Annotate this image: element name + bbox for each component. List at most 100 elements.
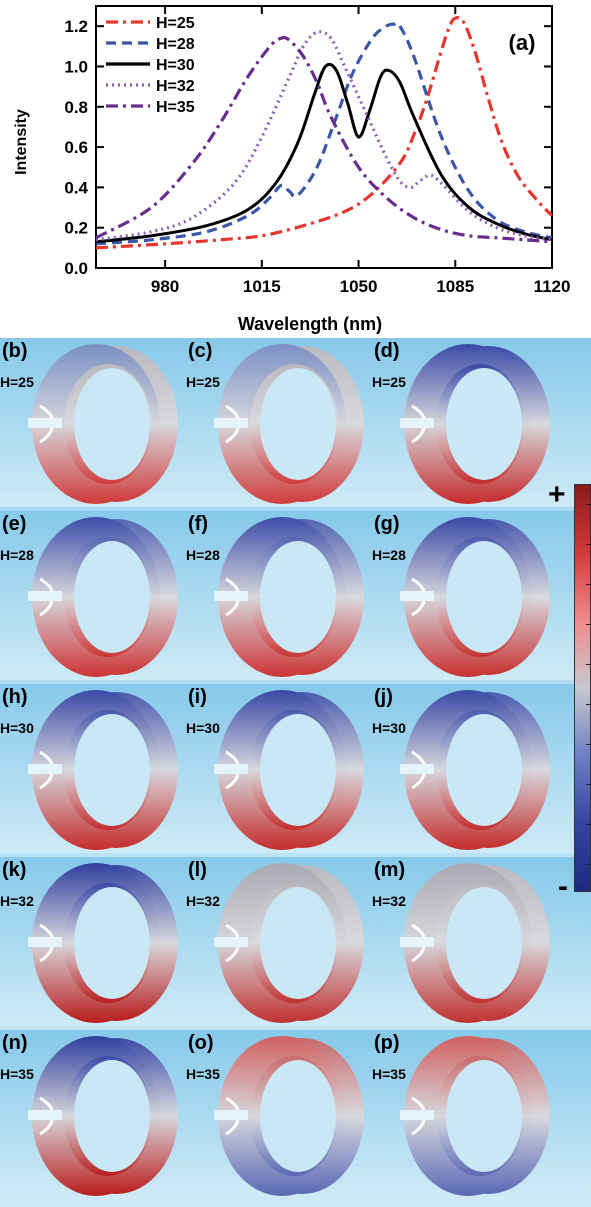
ring-hole (74, 368, 150, 480)
panel-h-label: H=28 (186, 547, 220, 563)
ring-hole (74, 714, 150, 826)
ring-gap (214, 418, 248, 428)
series-line-H30 (95, 62, 553, 244)
ring-gap (28, 937, 62, 947)
ring-gap (214, 1110, 248, 1120)
panel-letter: (i) (188, 686, 207, 708)
panel-h-label: H=25 (186, 374, 220, 390)
panel-letter: (c) (188, 340, 213, 362)
ring-field-image (400, 344, 550, 504)
gap-edge-highlight (411, 600, 426, 617)
ring-hole (446, 714, 522, 826)
gap-edge-highlight (39, 404, 54, 419)
panel-h-label: H=30 (372, 720, 406, 736)
panel-h-label: H=35 (186, 1066, 220, 1082)
panel-h-label: H=32 (186, 893, 220, 909)
y-tick-label: 0.6 (64, 138, 88, 157)
colorbar-tick (586, 544, 591, 545)
ring-hole (74, 1060, 150, 1172)
ring-hole (260, 368, 336, 480)
gap-edge-highlight (411, 750, 426, 765)
colorbar-tick (586, 744, 591, 745)
ring-gap (400, 1110, 434, 1120)
gap-edge-highlight (411, 404, 426, 419)
x-tick-label: 980 (151, 277, 179, 296)
y-tick-label: 1.2 (64, 17, 88, 36)
ring-field-image (400, 517, 550, 677)
gap-edge-highlight (411, 577, 426, 592)
field-map-panel: (k) H=32 (0, 857, 185, 1026)
ring-hole (260, 1060, 336, 1172)
colorbar-tick (586, 824, 591, 825)
gap-edge-highlight (39, 750, 54, 765)
gap-edge-highlight (39, 923, 54, 938)
field-map-panel: (d) H=25 (372, 338, 557, 507)
gap-edge-highlight (225, 600, 240, 617)
panel-letter: (h) (2, 686, 28, 708)
field-map-panel: (i) H=30 (186, 684, 371, 853)
ring-field-image (28, 517, 178, 677)
ring-gap (214, 937, 248, 947)
ring-field-image (28, 344, 178, 504)
gap-edge-highlight (225, 750, 240, 765)
panel-letter: (n) (2, 1032, 28, 1054)
field-map-panel: (j) H=30 (372, 684, 557, 853)
ring-hole (260, 541, 336, 653)
colorbar-minus-label: - (558, 870, 568, 903)
y-tick-label: 1.0 (64, 57, 88, 76)
colorbar-tick (586, 704, 591, 705)
panel-letter: (j) (374, 686, 393, 708)
x-tick-label: 1015 (243, 277, 281, 296)
intensity-spectrum-chart: 980 1015 1050 1085 1120 0.0 0.2 0.4 0.6 0.8 1.0 1.2… (13, 5, 570, 334)
gap-edge-highlight (225, 1096, 240, 1111)
panel-letter: (e) (2, 513, 27, 535)
gap-edge-highlight (225, 427, 240, 444)
field-map-row: (k) H=32 (l) H=32 (m) H=32 (0, 857, 591, 1026)
ring-gap (400, 764, 434, 774)
field-map-row: (e) H=28 (f) H=28 (g) H=28 (0, 511, 591, 680)
panel-h-label: H=35 (372, 1066, 406, 1082)
panel-h-label: H=35 (0, 1066, 34, 1082)
field-map-panel: (m) H=32 (372, 857, 557, 1026)
legend-label: H=35 (156, 99, 195, 116)
panel-h-label: H=30 (0, 720, 34, 736)
ring-hole (446, 887, 522, 999)
gap-edge-highlight (39, 946, 54, 963)
ring-field-image (214, 863, 364, 1023)
gap-edge-highlight (225, 1119, 240, 1136)
ring-field-image (400, 690, 550, 850)
gap-edge-highlight (411, 946, 426, 963)
colorbar-tick (586, 784, 591, 785)
gap-edge-highlight (39, 1096, 54, 1111)
panel-h-label: H=25 (372, 374, 406, 390)
series-line-H32 (95, 30, 553, 242)
ring-field-image (400, 863, 550, 1023)
ring-gap (214, 764, 248, 774)
chart-legend: H=25 H=28 H=30 H=32 H=35 (106, 15, 195, 116)
field-map-panel: (c) H=25 (186, 338, 371, 507)
legend-label: H=28 (156, 36, 195, 53)
gap-edge-highlight (39, 577, 54, 592)
panel-h-label: H=32 (372, 893, 406, 909)
ring-gap (214, 591, 248, 601)
ring-gap (400, 418, 434, 428)
ring-gap (400, 937, 434, 947)
y-tick-label: 0.2 (64, 219, 88, 238)
gap-edge-highlight (411, 923, 426, 938)
x-tick-label: 1085 (436, 277, 474, 296)
panel-letter: (l) (188, 859, 207, 881)
chart-series (95, 16, 554, 250)
colorbar-plus-label: + (548, 478, 566, 511)
ring-gap (28, 1110, 62, 1120)
y-tick-label: 0.4 (64, 178, 88, 197)
ring-field-image (214, 690, 364, 850)
panel-letter: (o) (188, 1032, 214, 1054)
y-axis-title: Intensity (13, 109, 30, 175)
ring-gap (28, 764, 62, 774)
gap-edge-highlight (411, 1119, 426, 1136)
field-map-panel: (l) H=32 (186, 857, 371, 1026)
panel-letter: (f) (188, 513, 208, 535)
field-map-panel: (b) H=25 (0, 338, 185, 507)
field-map-panel: (e) H=28 (0, 511, 185, 680)
panel-letter: (b) (2, 340, 28, 362)
